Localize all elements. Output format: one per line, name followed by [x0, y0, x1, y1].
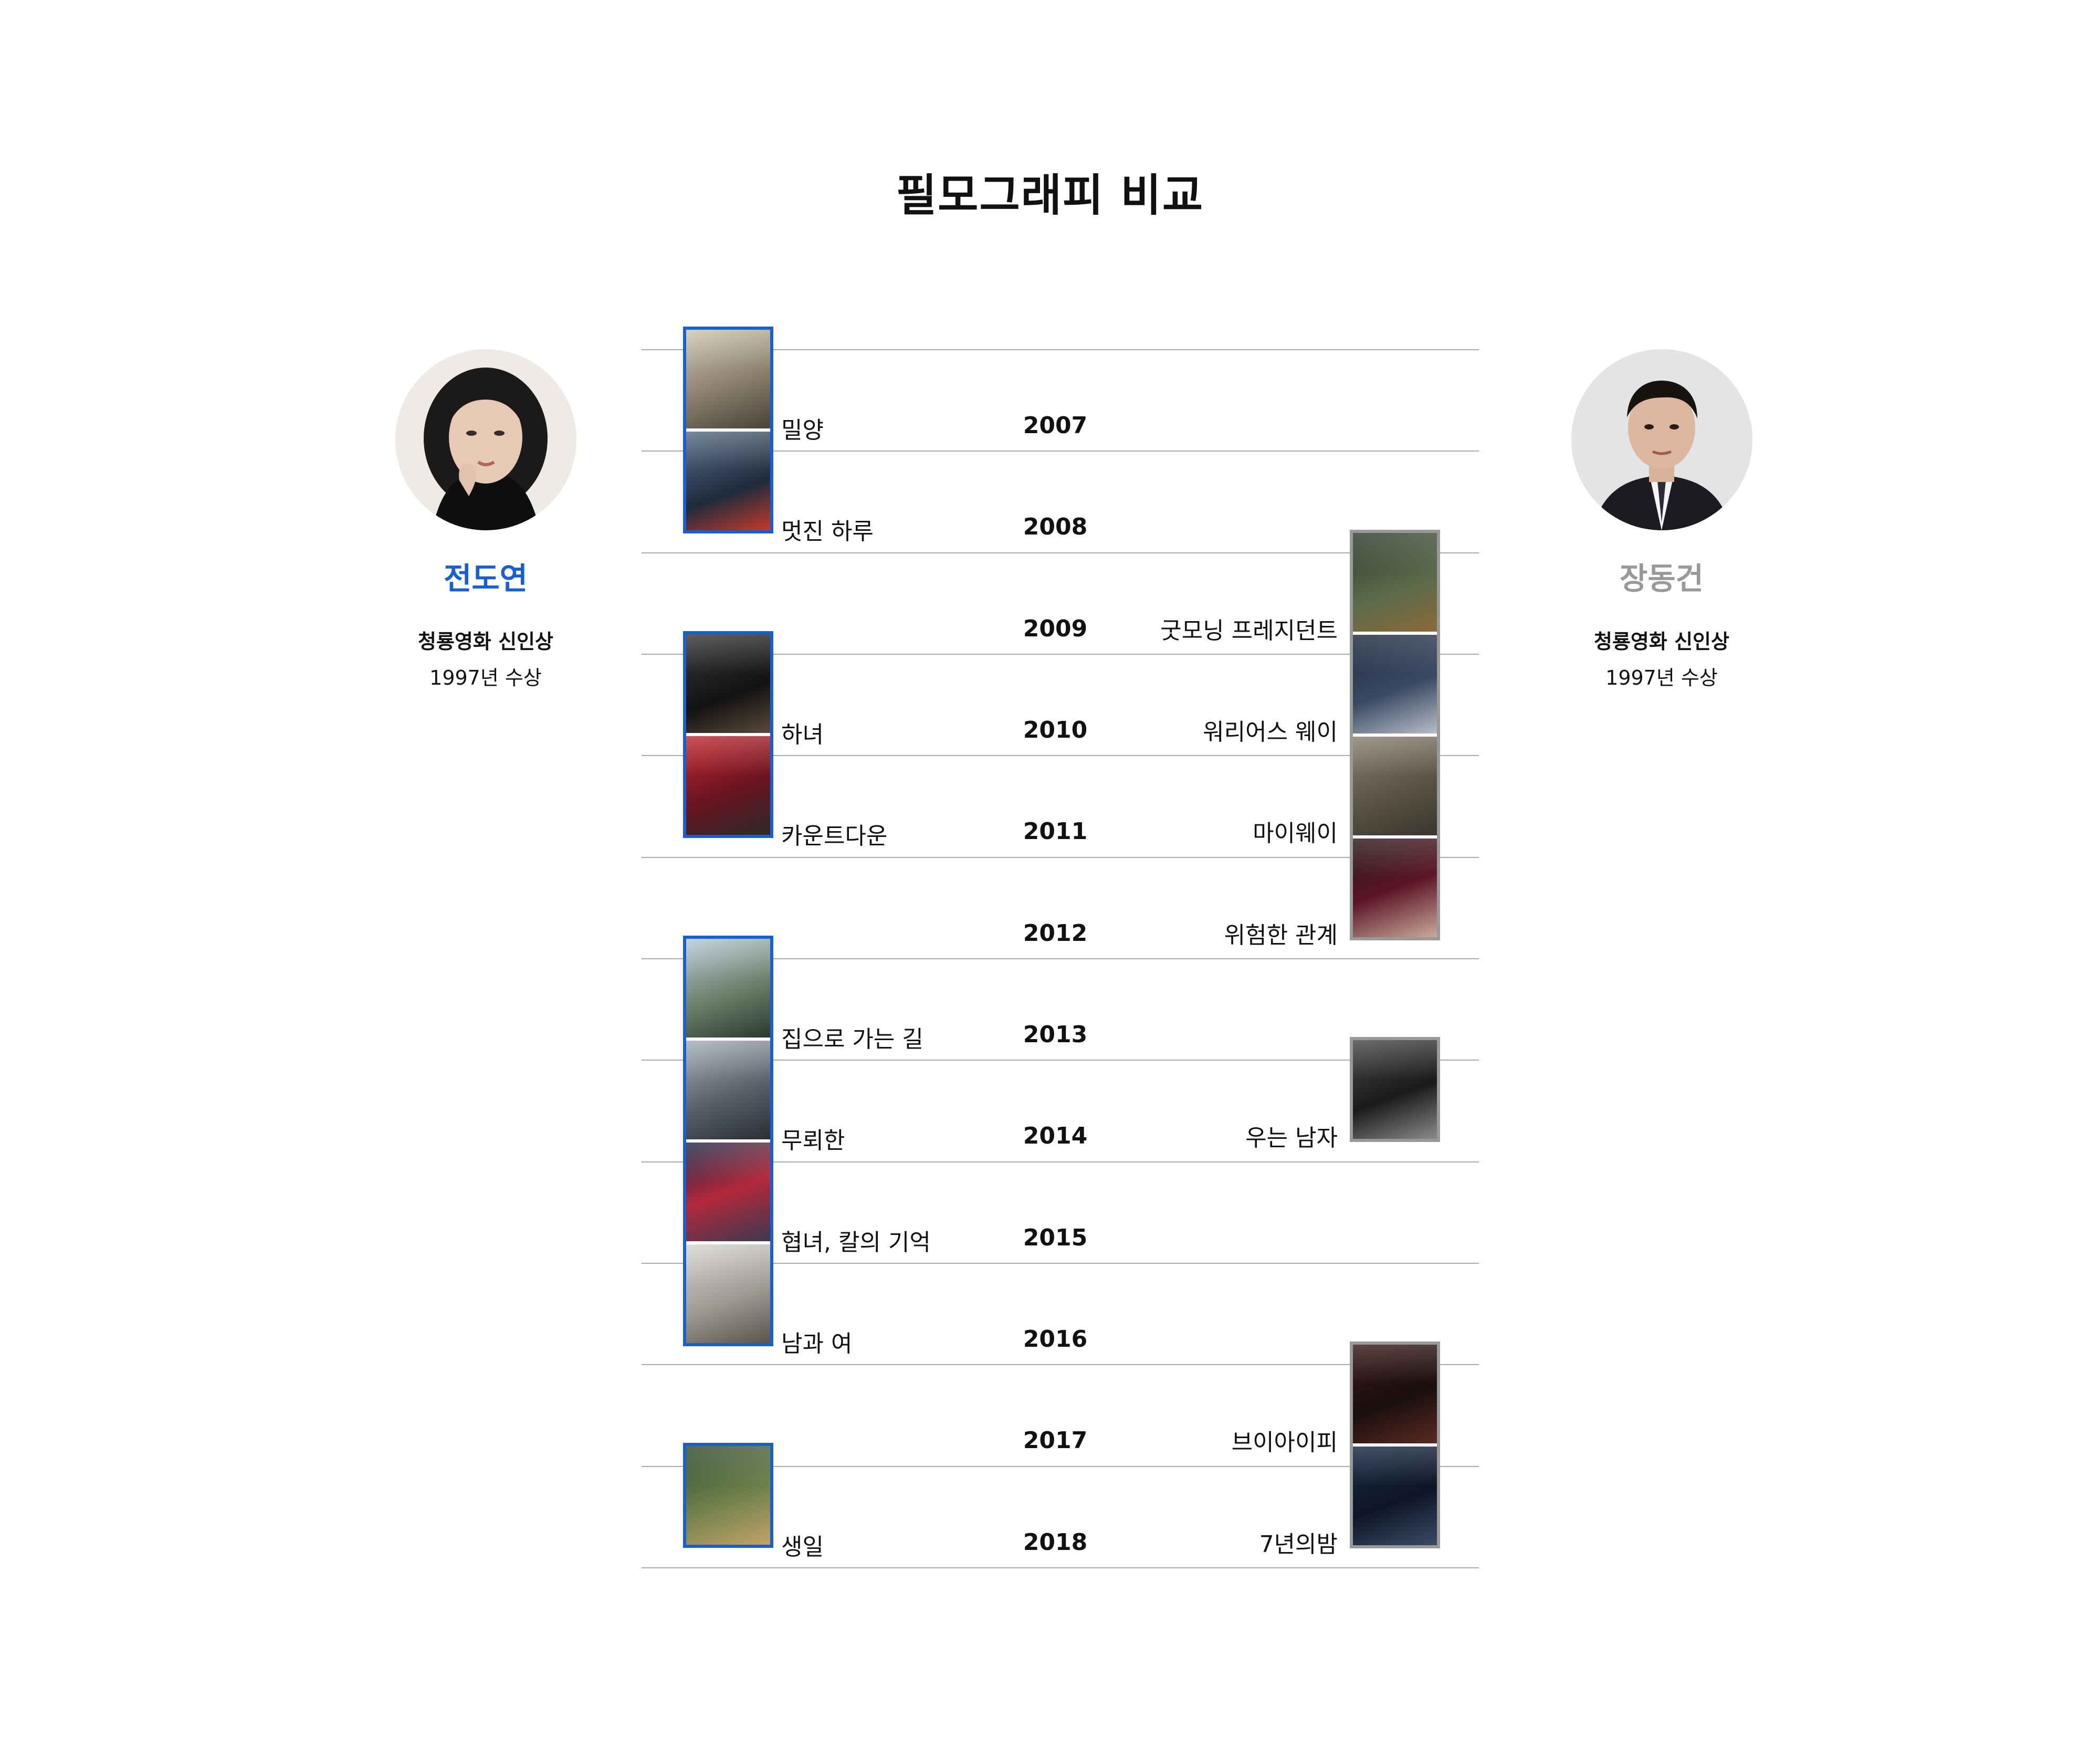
timeline-divider — [642, 450, 1479, 452]
poster-image — [686, 1143, 770, 1241]
right-actor-profile: 장동건 청룡영화 신인상 1997년 수상 — [1541, 349, 1782, 690]
poster-image — [686, 1041, 770, 1139]
left-poster-strip — [683, 631, 773, 838]
timeline-divider — [642, 1161, 1479, 1162]
year-label: 2013 — [1023, 1021, 1088, 1048]
poster-image — [1353, 737, 1437, 835]
right-poster-strip — [1350, 1037, 1440, 1142]
left-film-title: 멋진 하루 — [781, 518, 874, 545]
poster-image — [686, 634, 770, 733]
timeline-divider — [642, 552, 1479, 553]
timeline-divider — [642, 1567, 1479, 1568]
year-label: 2018 — [1023, 1529, 1088, 1556]
left-actor-profile: 전도연 청룡영화 신인상 1997년 수상 — [365, 349, 606, 690]
left-actor-award: 청룡영화 신인상 — [418, 630, 553, 653]
left-film-title: 카운트다운 — [781, 823, 888, 850]
poster-image — [686, 1446, 770, 1545]
poster-image — [1353, 839, 1437, 937]
timeline-divider — [642, 1364, 1479, 1365]
poster-image — [1353, 1040, 1437, 1139]
right-poster-strip — [1350, 1342, 1440, 1548]
right-film-title: 마이웨이 — [1253, 820, 1338, 847]
timeline-divider — [642, 349, 1479, 350]
year-label: 2011 — [1023, 818, 1088, 845]
year-label: 2017 — [1023, 1427, 1088, 1454]
right-film-title: 위험한 관계 — [1224, 922, 1338, 949]
year-label: 2010 — [1023, 717, 1088, 743]
poster-image — [1353, 1447, 1437, 1545]
timeline-divider — [642, 857, 1479, 858]
left-film-title: 무뢰한 — [781, 1127, 845, 1154]
left-poster-strip — [683, 327, 773, 533]
right-film-title: 굿모닝 프레지던트 — [1160, 617, 1338, 644]
timeline-divider — [642, 958, 1479, 959]
right-film-title: 브이아이피 — [1231, 1429, 1338, 1456]
right-actor-award: 청룡영화 신인상 — [1594, 630, 1729, 653]
poster-image — [1353, 1345, 1437, 1443]
left-actor-avatar — [395, 349, 576, 530]
left-film-title: 남과 여 — [781, 1330, 853, 1357]
left-film-title: 생일 — [781, 1534, 824, 1560]
year-label: 2007 — [1023, 412, 1088, 439]
timeline-divider — [642, 755, 1479, 756]
right-actor-avatar — [1571, 349, 1752, 530]
year-label: 2008 — [1023, 514, 1088, 540]
right-actor-award-year: 1997년 수상 — [1605, 666, 1718, 689]
timeline-divider — [642, 1263, 1479, 1264]
poster-image — [1353, 533, 1437, 632]
left-poster-strip — [683, 1443, 773, 1548]
timeline-divider — [642, 654, 1479, 655]
left-actor-award-year: 1997년 수상 — [429, 666, 542, 689]
right-actor-name: 장동건 — [1619, 561, 1704, 596]
left-actor-name: 전도연 — [443, 561, 528, 596]
poster-image — [686, 939, 770, 1038]
right-film-title: 7년의밤 — [1259, 1531, 1338, 1558]
right-film-title: 우는 남자 — [1245, 1125, 1338, 1151]
timeline-divider — [642, 1060, 1479, 1061]
year-label: 2016 — [1023, 1326, 1088, 1353]
left-film-title: 하녀 — [781, 721, 824, 748]
poster-image — [686, 1244, 770, 1343]
poster-image — [1353, 635, 1437, 733]
year-label: 2012 — [1023, 920, 1088, 947]
left-film-title: 집으로 가는 길 — [781, 1026, 923, 1053]
timeline-divider — [642, 1466, 1479, 1467]
left-film-title: 밀양 — [781, 417, 824, 444]
page-title: 필모그래피 비교 — [896, 170, 1204, 221]
poster-image — [686, 736, 770, 835]
left-poster-strip — [683, 936, 773, 1346]
poster-image — [686, 330, 770, 428]
poster-image — [686, 432, 770, 530]
right-poster-strip — [1350, 530, 1440, 940]
right-film-title: 워리어스 웨이 — [1203, 719, 1338, 746]
year-label: 2009 — [1023, 615, 1088, 642]
left-film-title: 협녀, 칼의 기억 — [781, 1229, 931, 1256]
year-label: 2015 — [1023, 1224, 1088, 1251]
year-label: 2014 — [1023, 1123, 1088, 1149]
